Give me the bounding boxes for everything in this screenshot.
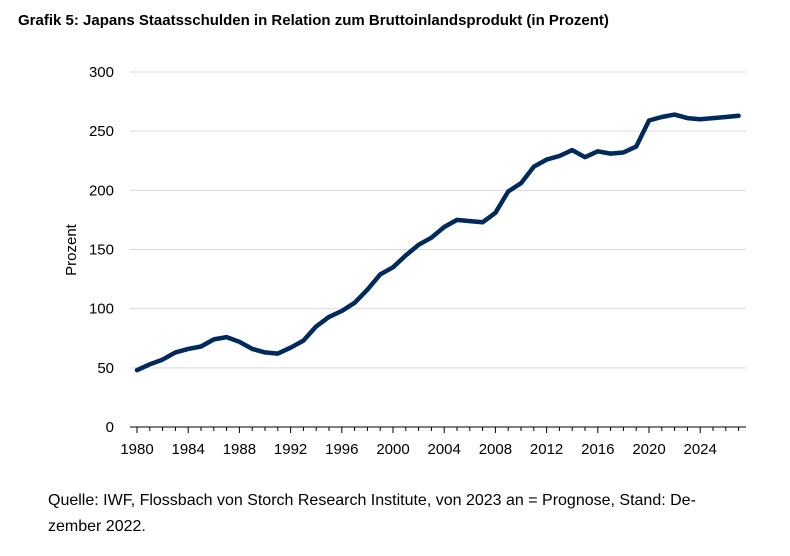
x-tick-label-2024: 2024 — [684, 441, 717, 458]
y-tick-label-150: 150 — [89, 242, 114, 259]
y-tick-label-200: 200 — [89, 182, 114, 199]
x-axis-tick-labels: 1980 1984 1988 1992 1996 2000 2004 2008 2012 2016… — [120, 441, 717, 458]
x-tick-label-2020: 2020 — [632, 441, 665, 458]
x-tick-label-1988: 1988 — [223, 441, 256, 458]
y-tick-label-50: 50 — [97, 360, 114, 377]
series-group — [134, 112, 741, 373]
x-tick-label-2016: 2016 — [581, 441, 614, 458]
x-axis — [130, 426, 746, 433]
y-axis-tick-labels: 0 50 100 150 200 250 300 — [89, 64, 114, 436]
x-tick-label-1980: 1980 — [120, 441, 153, 458]
x-tick-label-2004: 2004 — [428, 441, 461, 458]
x-tick-label-2000: 2000 — [376, 441, 409, 458]
chart-title: Grafik 5: Japans Staatsschulden in Relat… — [18, 12, 609, 29]
gridlines — [130, 71, 746, 369]
series-line-0 — [134, 112, 741, 373]
x-tick-label-1984: 1984 — [172, 441, 205, 458]
x-tick-label-1996: 1996 — [325, 441, 358, 458]
y-tick-label-300: 300 — [89, 64, 114, 81]
y-tick-label-250: 250 — [89, 123, 114, 140]
source-note: Quelle: IWF, Flossbach von Storch Resear… — [48, 492, 696, 535]
x-tick-label-2012: 2012 — [530, 441, 563, 458]
line-chart: 0 50 100 150 200 250 300 1980 1984 1988 1992 1996 2… — [63, 64, 746, 458]
y-axis-title: Prozent — [63, 223, 80, 276]
y-tick-label-100: 100 — [89, 301, 114, 318]
y-tick-label-0: 0 — [106, 419, 114, 436]
x-tick-label-1992: 1992 — [274, 441, 307, 458]
x-tick-label-2008: 2008 — [479, 441, 512, 458]
